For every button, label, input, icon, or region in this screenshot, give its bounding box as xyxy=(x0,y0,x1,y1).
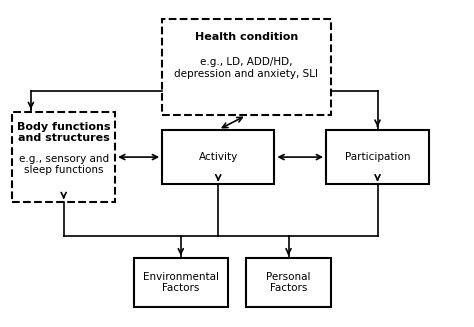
Text: Personal
Factors: Personal Factors xyxy=(266,272,311,293)
Text: Health condition: Health condition xyxy=(195,32,298,42)
Text: Activity: Activity xyxy=(199,152,238,162)
Bar xyxy=(12,112,115,202)
Text: Participation: Participation xyxy=(345,152,410,162)
Text: Body functions
and structures: Body functions and structures xyxy=(17,122,110,143)
Text: e.g., sensory and
sleep functions: e.g., sensory and sleep functions xyxy=(18,154,109,176)
Bar xyxy=(246,258,331,306)
Text: e.g., LD, ADD/HD,
depression and anxiety, SLI: e.g., LD, ADD/HD, depression and anxiety… xyxy=(174,58,319,79)
Bar xyxy=(134,258,228,306)
Text: Environmental
Factors: Environmental Factors xyxy=(143,272,219,293)
Bar xyxy=(326,130,429,184)
Bar xyxy=(162,19,331,115)
Bar xyxy=(162,130,274,184)
